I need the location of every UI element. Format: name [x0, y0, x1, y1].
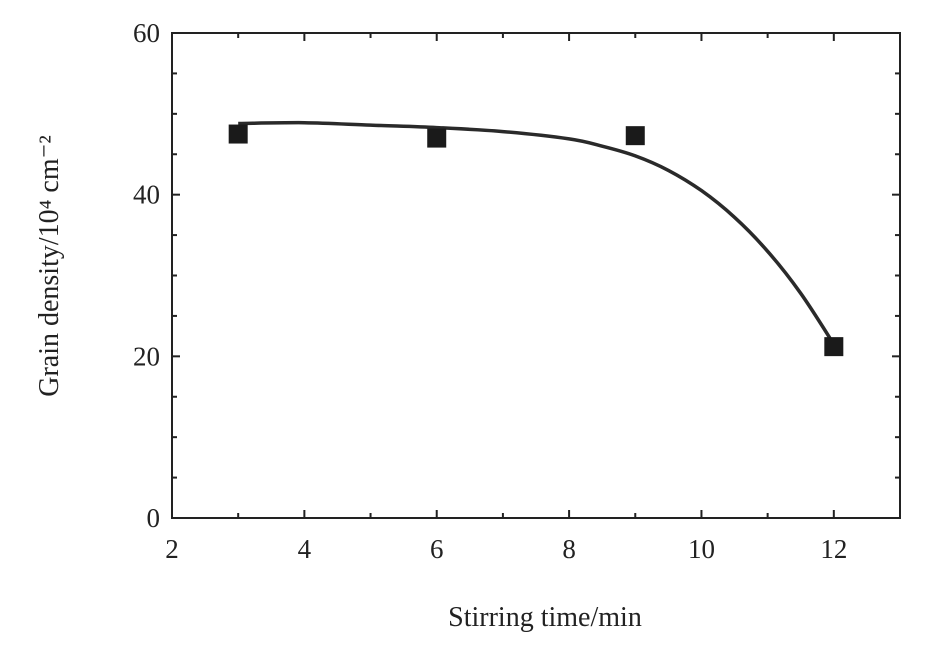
data-point — [625, 126, 645, 146]
x-tick-label: 4 — [298, 534, 312, 564]
data-points — [228, 124, 844, 357]
x-tick-label: 6 — [430, 534, 444, 564]
x-axis-title: Stirring time/min — [448, 602, 642, 633]
y-tick-label: 60 — [133, 18, 160, 48]
y-tick-label: 40 — [133, 180, 160, 210]
plot-frame — [171, 32, 901, 519]
data-point — [427, 128, 447, 148]
y-tick-label: 0 — [147, 503, 161, 533]
x-tick-label: 12 — [820, 534, 847, 564]
x-tick-label: 2 — [165, 534, 179, 564]
y-axis: 0 20 40 60 — [133, 18, 900, 533]
x-tick-label: 10 — [688, 534, 715, 564]
y-tick-label: 20 — [133, 341, 160, 371]
data-point — [228, 124, 248, 144]
x-axis: 2 4 6 8 10 12 — [165, 33, 901, 564]
y-axis-title: Grain density/10⁴ cm⁻² — [34, 135, 65, 397]
data-point — [824, 337, 844, 357]
x-tick-label: 8 — [562, 534, 576, 564]
fit-curve — [238, 120, 836, 346]
